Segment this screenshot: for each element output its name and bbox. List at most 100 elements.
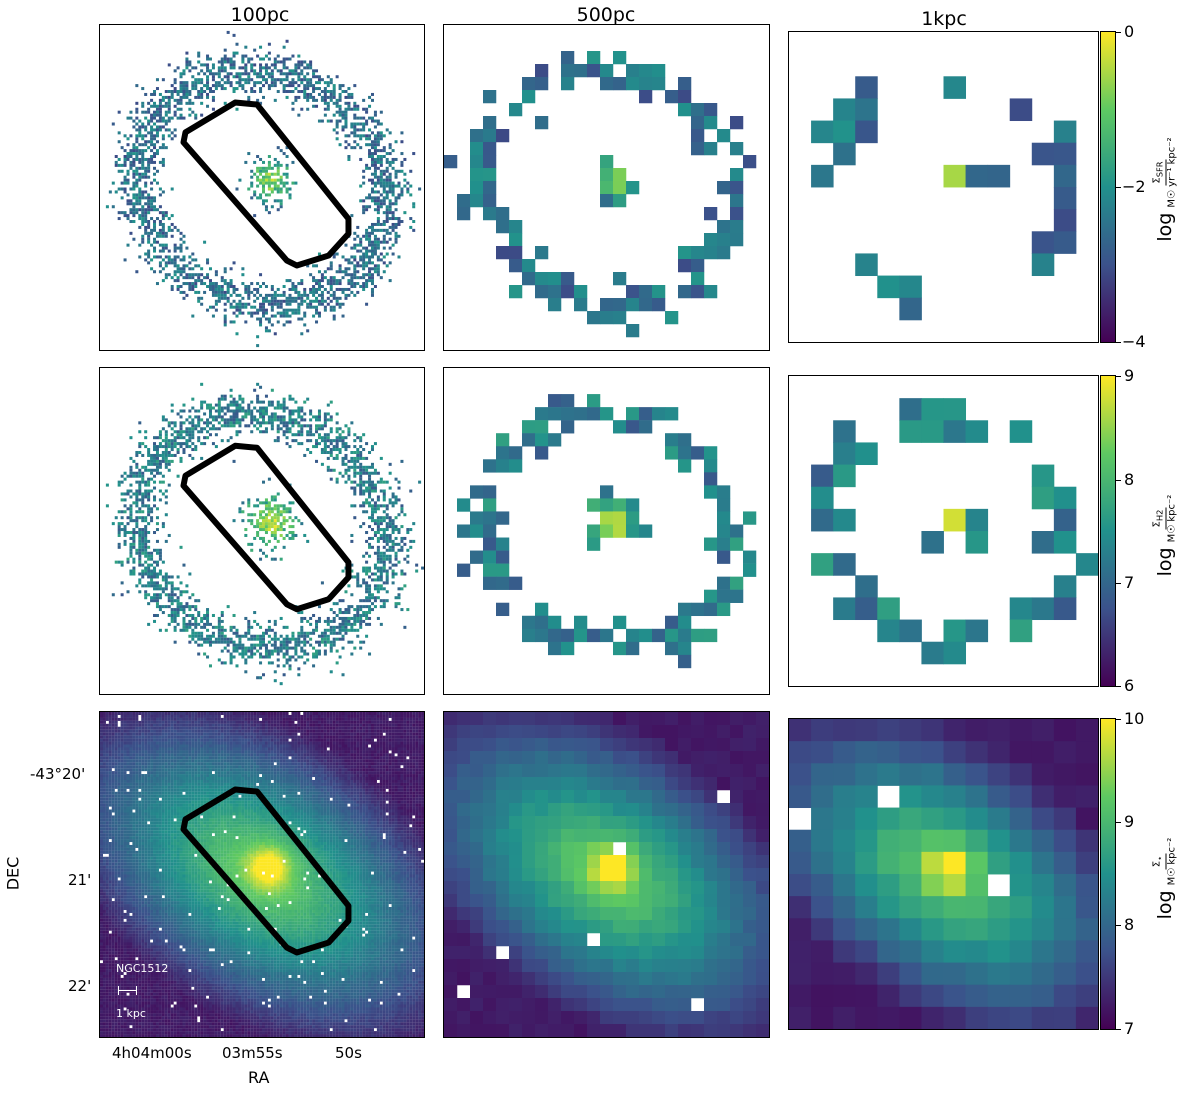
heatmap-cell [223,661,227,665]
heatmap-cell [147,726,151,730]
sfr-map-500pc [443,24,770,351]
heatmap-cell [691,285,705,299]
heatmap-cell [326,456,330,460]
heatmap-cell [391,572,395,576]
heatmap-cell [158,605,162,609]
heatmap-cell [232,261,236,265]
heatmap-cell [376,560,380,564]
heatmap-cell [285,311,289,315]
heatmap-cell [217,415,221,419]
heatmap-cell [320,723,324,727]
heatmap-cell [117,510,121,514]
heatmap-cell [220,296,224,300]
heatmap-cell [226,75,230,79]
heatmap-cell [332,619,336,623]
heatmap-cell [548,394,562,408]
heatmap-cell [111,181,115,185]
heatmap-cell [176,720,180,724]
heatmap-cell [379,720,383,724]
heatmap-cell [359,439,363,443]
heatmap-cell [811,464,834,488]
heatmap-cell [120,714,124,718]
heatmap-cell [200,634,204,638]
heatmap-cell [574,628,588,643]
heatmap-cell [126,172,130,176]
heatmap-cell [150,181,154,185]
heatmap-cell [370,196,374,200]
heatmap-cell [376,714,380,718]
heatmap-cell [356,282,360,286]
heatmap-cell [138,134,142,138]
heatmap-cell [317,119,321,123]
heatmap-cell [855,597,878,621]
heatmap-cell [144,717,148,721]
heatmap-cell [350,146,354,150]
heatmap-cell [223,634,227,638]
heatmap-cell [370,290,374,294]
heatmap-cell [220,649,224,653]
heatmap-cell [229,267,233,271]
heatmap-cell [208,279,212,283]
heatmap-cell [285,155,289,159]
heatmap-cell [153,712,157,716]
heatmap-cell [356,575,360,579]
heatmap-cell [370,119,374,123]
heatmap-cell [226,637,230,641]
heatmap-cell [291,101,295,105]
heatmap-cell [370,143,374,147]
heatmap-cell [167,225,171,229]
heatmap-cell [153,225,157,229]
heatmap-cell [211,290,215,294]
heatmap-cell [391,720,395,724]
heatmap-cell [376,536,380,540]
heatmap-cell [250,643,254,647]
heatmap-cell [267,525,271,529]
heatmap-cell [943,398,967,421]
heatmap-cell [483,181,497,195]
heatmap-cell [223,714,227,718]
heatmap-cell [639,90,653,104]
heatmap-cell [214,302,218,306]
heatmap-cell [164,214,168,218]
heatmap-cell [256,54,260,58]
heatmap-cell [220,611,224,615]
heatmap-cell [279,163,283,167]
heatmap-cell [256,75,260,79]
heatmap-cell [241,282,245,286]
heatmap-cell [144,569,148,573]
heatmap-cell [306,726,310,730]
heatmap-cell [359,237,363,241]
heatmap-cell [353,489,357,493]
heatmap-cell [267,178,271,182]
heatmap-cell [833,464,856,488]
heatmap-cell [323,81,327,85]
heatmap-cell [338,450,342,455]
heatmap-cell [297,282,301,286]
heatmap-cell [329,92,333,96]
heatmap-cell [276,187,280,191]
heatmap-cell [294,726,298,730]
heatmap-cell [359,605,363,609]
heatmap-cell [200,418,204,422]
heatmap-cell [182,450,186,455]
heatmap-cell [191,637,195,641]
heatmap-cell [373,596,377,600]
heatmap-cell [211,625,215,629]
heatmap-cell [400,140,404,144]
heatmap-cell [353,726,357,730]
heatmap-cell [347,267,351,271]
heatmap-cell [291,409,295,413]
heatmap-cell [155,717,159,721]
heatmap-cell [126,116,130,120]
heatmap-cell [329,723,333,727]
heatmap-cell [717,220,731,234]
heatmap-cell [350,533,354,537]
heatmap-cell [297,293,301,297]
heatmap-cell [320,726,324,730]
heatmap-cell [153,134,157,138]
heatmap-cell [147,110,151,114]
heatmap-cell [356,619,360,623]
heatmap-cell [229,81,233,85]
heatmap-cell [368,193,372,197]
heatmap-cell [338,302,342,306]
